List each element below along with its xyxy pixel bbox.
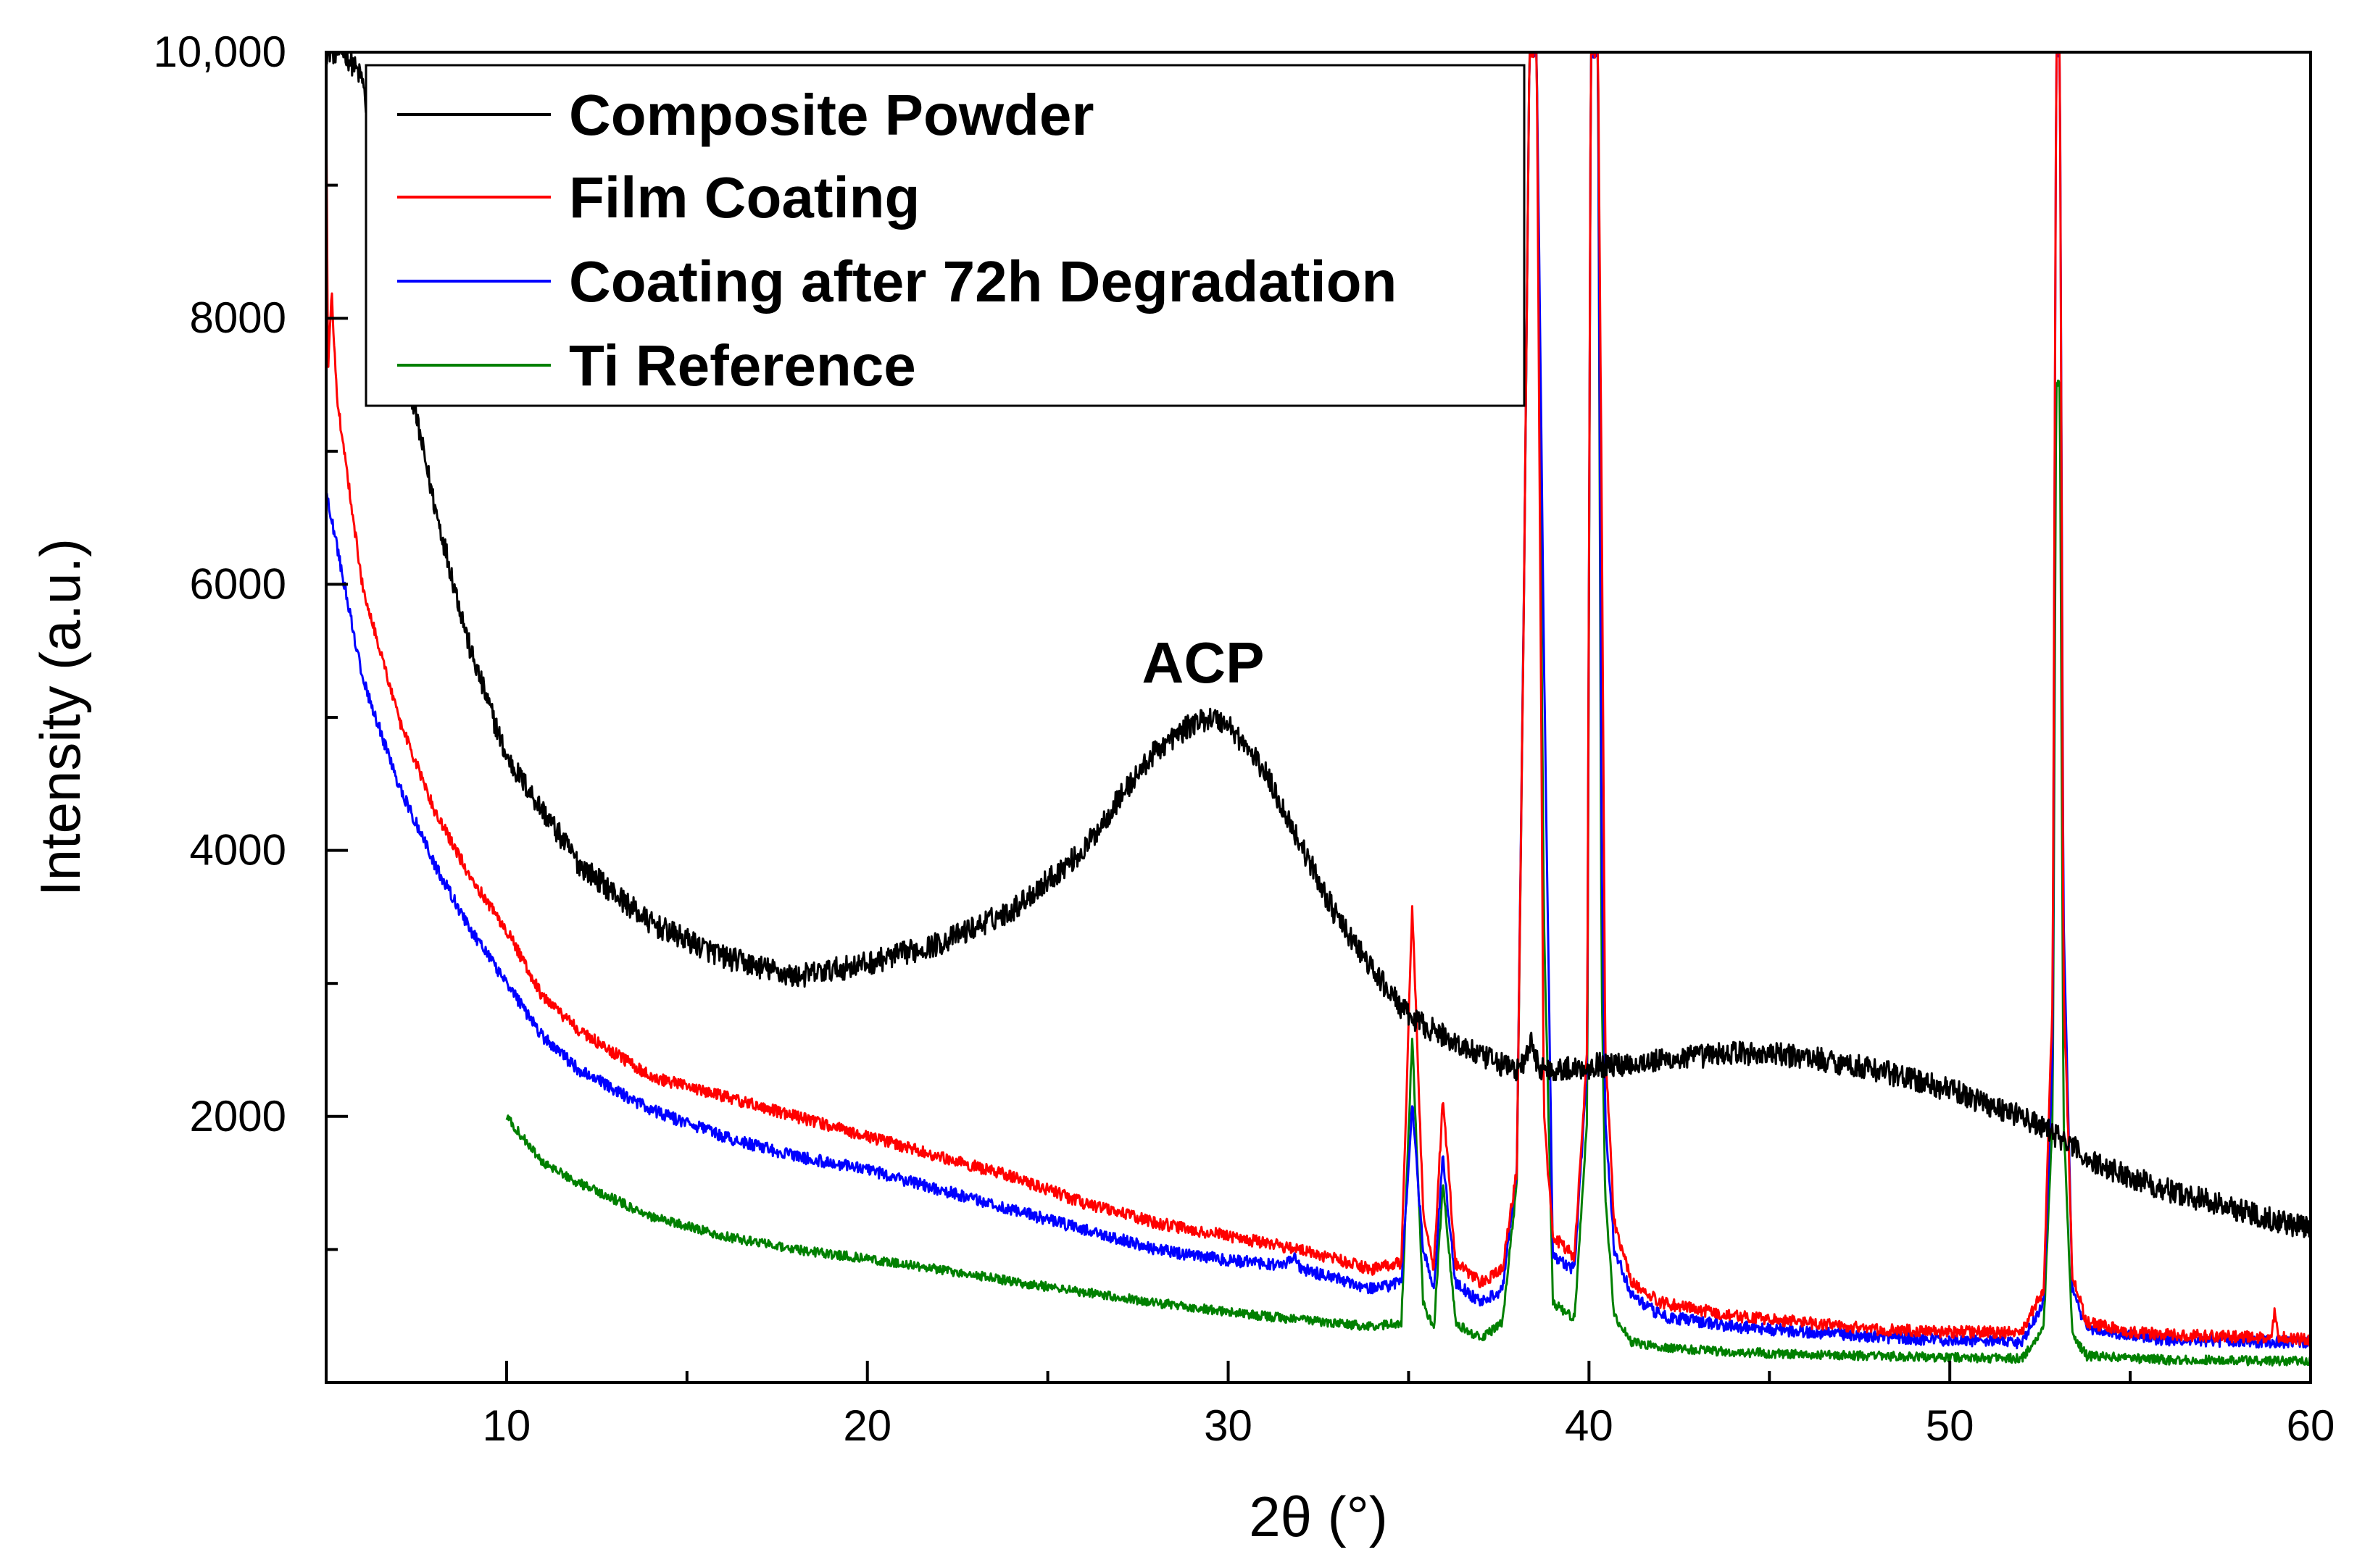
series-group	[326, 52, 2311, 1367]
y-axis-title: Intensity (a.u.)	[28, 538, 92, 896]
x-axis-ticks: 10 20 30 40 50 60	[325, 1361, 2335, 1450]
x-axis-title: 2θ (°)	[1249, 1485, 1388, 1548]
x-tick-label: 10	[483, 1401, 531, 1450]
legend-box	[365, 64, 1526, 407]
series-line-ti-reference	[505, 52, 2311, 1367]
y-tick-label: 6000	[190, 559, 286, 608]
y-tick-label: 8000	[190, 293, 286, 342]
y-tick-label: 10,000	[153, 28, 286, 76]
legend-label-film-coating: Film Coating	[569, 165, 920, 230]
annotation-acp: ACP	[1142, 630, 1265, 695]
series-line-coating-after-72h-degradation	[326, 52, 2311, 1350]
x-tick-label: 30	[1204, 1401, 1252, 1450]
series-line-film-coating	[326, 52, 2311, 1347]
x-tick-label: 50	[1926, 1401, 1974, 1450]
legend-label-coating-after-72h: Coating after 72h Degradation	[569, 249, 1397, 314]
x-tick-label: 20	[843, 1401, 891, 1450]
x-tick-label: 40	[1565, 1401, 1613, 1450]
y-tick-label: 4000	[190, 826, 286, 875]
y-tick-label: 2000	[190, 1092, 286, 1140]
x-tick-label: 60	[2287, 1401, 2335, 1450]
y-axis-ticks: 2000 4000 6000 8000 10,000	[153, 28, 348, 1384]
legend-label-composite-powder: Composite Powder	[569, 83, 1094, 147]
series-line-composite-powder	[326, 52, 2311, 1238]
legend-label-ti-reference: Ti Reference	[569, 333, 916, 398]
legend: Composite Powder Film Coating Coating af…	[365, 64, 1526, 407]
